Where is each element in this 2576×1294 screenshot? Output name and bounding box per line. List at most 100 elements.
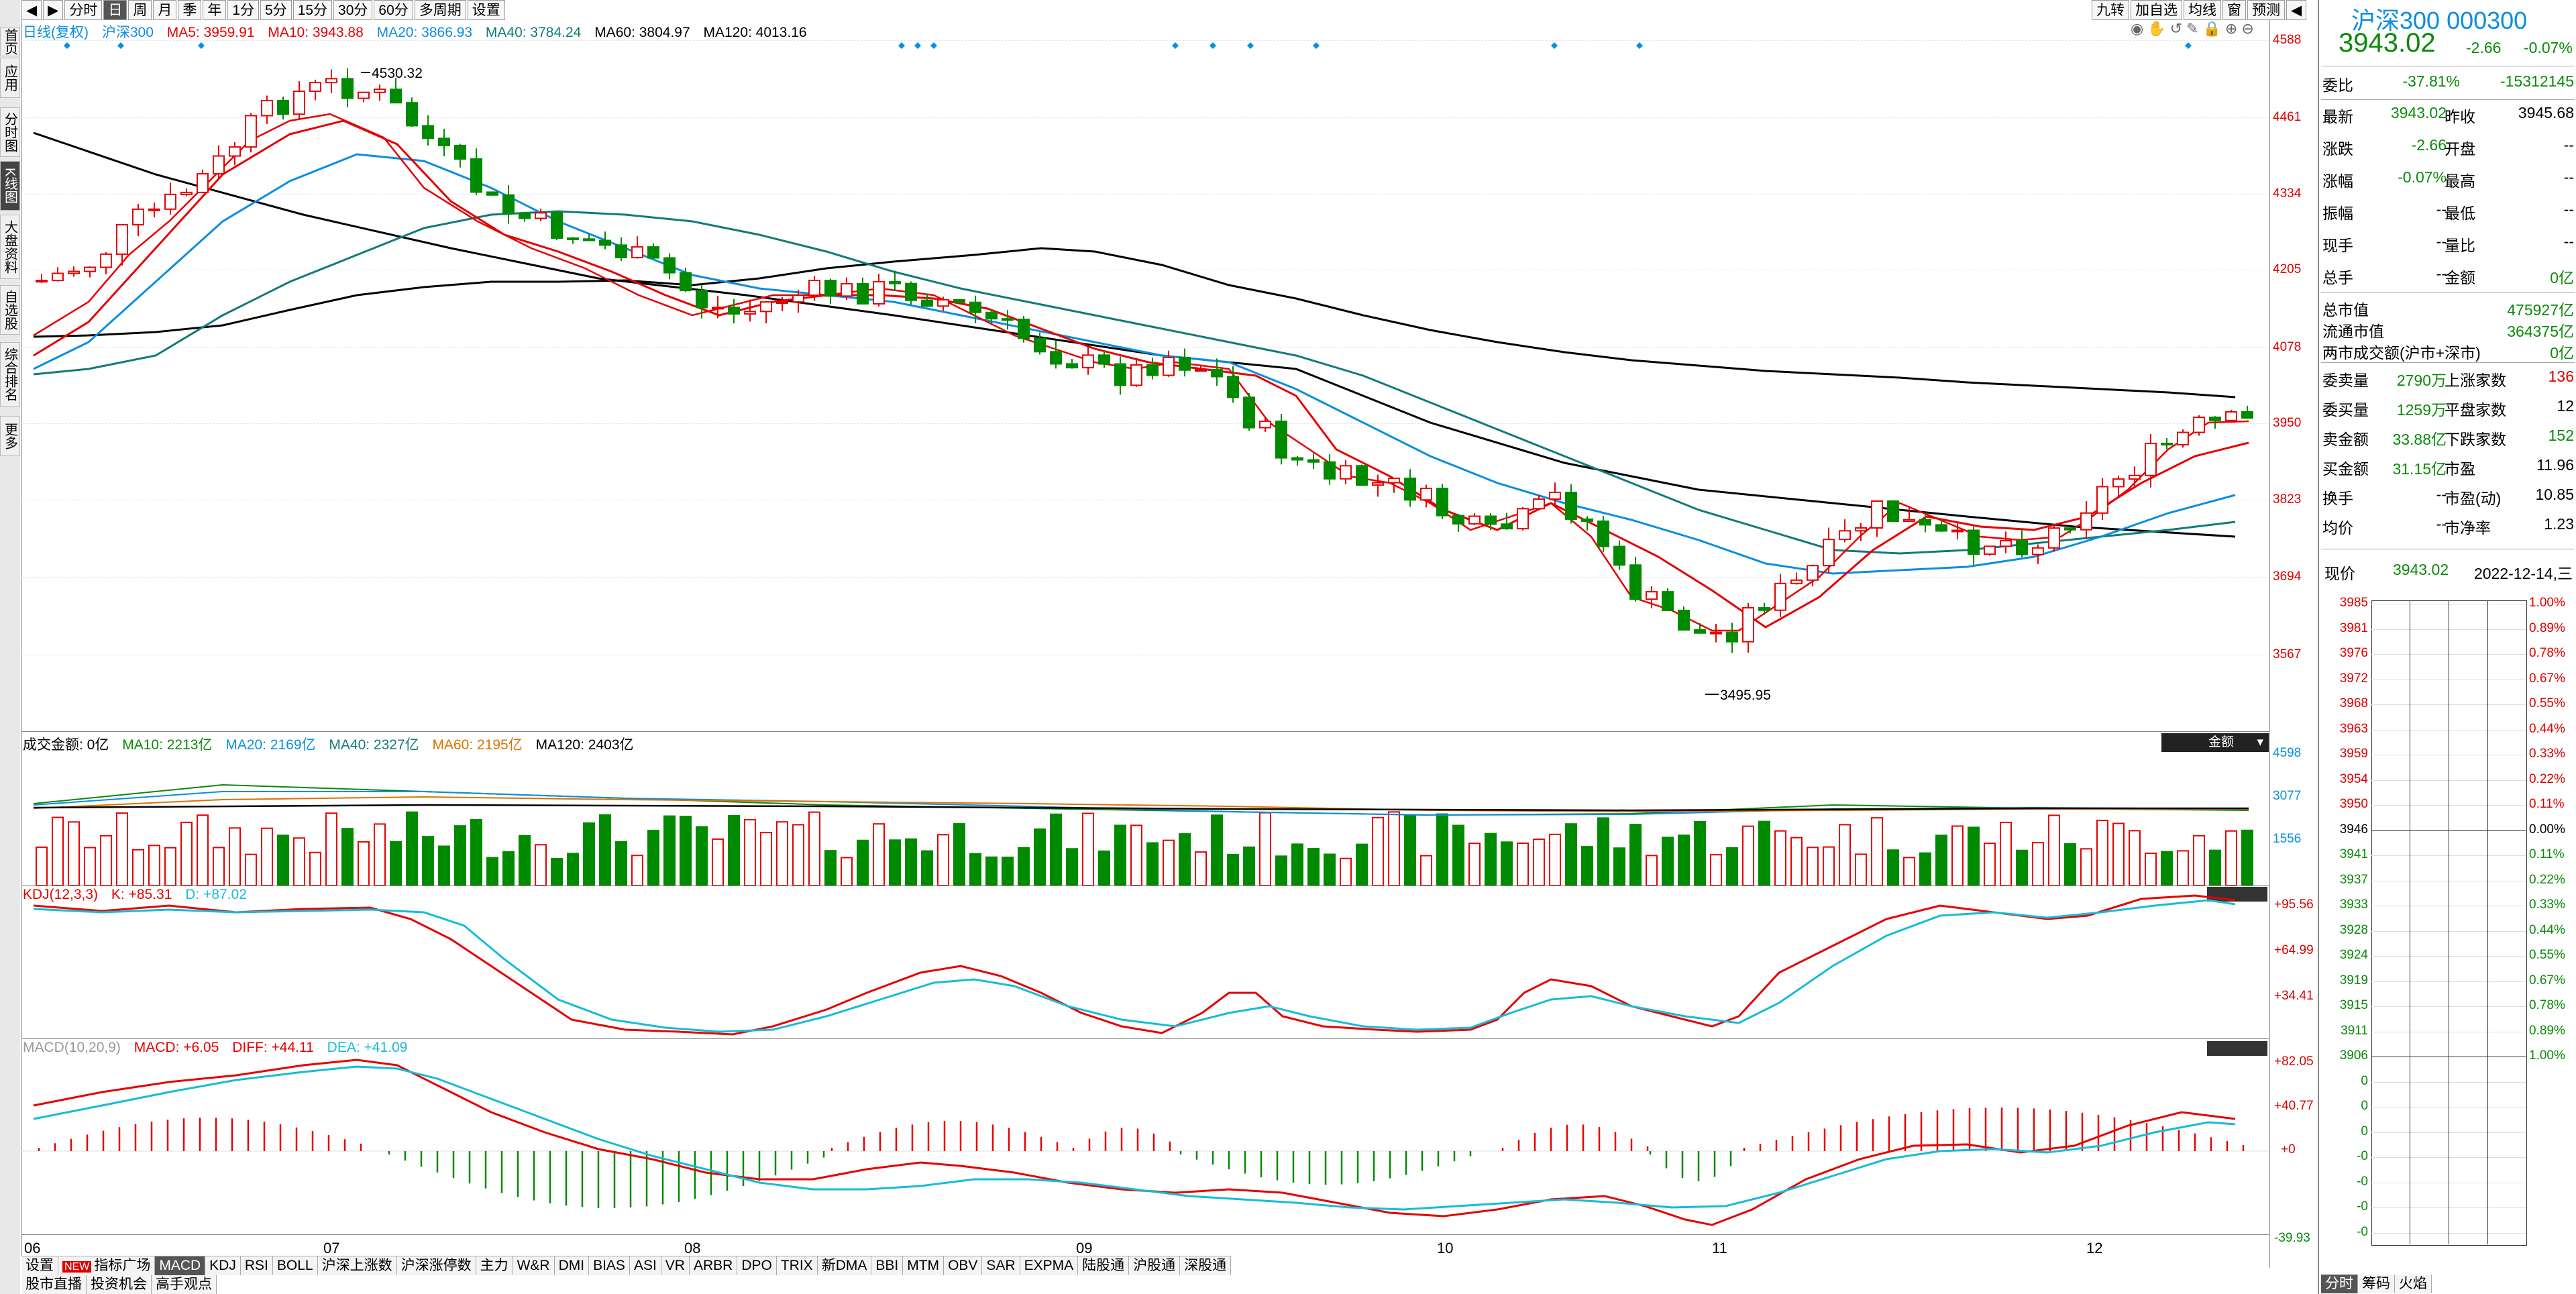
indicator-shengutong[interactable]: 深股通 (1180, 1256, 1232, 1275)
indicator-lugutong[interactable]: 陆股通 (1078, 1256, 1130, 1275)
indicator-main-force[interactable]: 主力 (476, 1256, 513, 1275)
candle[interactable] (551, 212, 563, 239)
candle[interactable] (631, 246, 643, 259)
candle[interactable] (2048, 527, 2060, 549)
candle[interactable] (712, 307, 724, 310)
candle[interactable] (1340, 465, 1352, 480)
event-markers[interactable] (64, 42, 2192, 49)
candle[interactable] (293, 91, 305, 115)
candle[interactable] (116, 224, 128, 255)
lock-icon[interactable]: 🔒 (2202, 20, 2225, 37)
candle[interactable] (1597, 520, 1609, 547)
candle[interactable] (341, 78, 354, 99)
candle[interactable] (1211, 369, 1223, 378)
period-day[interactable]: 日 (103, 0, 127, 20)
candle[interactable] (100, 253, 112, 268)
candle[interactable] (583, 238, 595, 241)
mini-chart-grid[interactable] (2371, 600, 2527, 1246)
candle[interactable] (2241, 411, 2253, 419)
candle[interactable] (1436, 488, 1448, 517)
candle[interactable] (261, 99, 273, 117)
candle[interactable] (2112, 478, 2125, 488)
candle[interactable] (1935, 524, 1947, 532)
candle[interactable] (969, 301, 981, 313)
candle[interactable] (1871, 500, 1883, 529)
opportunity-link[interactable]: 投资机会 (87, 1275, 152, 1294)
candle[interactable] (857, 283, 869, 305)
candle[interactable] (1758, 607, 1770, 611)
candle[interactable] (1452, 515, 1464, 525)
candle[interactable] (1678, 609, 1690, 631)
tab-intraday-mini[interactable]: 分时 (2321, 1275, 2358, 1293)
indicator-expma[interactable]: EXPMA (1020, 1256, 1079, 1275)
candle[interactable] (245, 115, 257, 148)
candle[interactable] (1565, 491, 1577, 520)
indicator-rise-count[interactable]: 沪深上涨数 (317, 1256, 397, 1275)
indicator-limit-up[interactable]: 沪深涨停数 (396, 1256, 476, 1275)
forecast-button[interactable]: 预测 (2247, 0, 2285, 20)
candle[interactable] (1629, 564, 1642, 600)
candle[interactable] (663, 257, 676, 274)
candle[interactable] (358, 91, 370, 99)
tab-watchlist[interactable]: 自选股 (0, 285, 20, 335)
candle[interactable] (792, 294, 804, 303)
candle[interactable] (2129, 474, 2141, 480)
period-week[interactable]: 周 (128, 0, 152, 20)
candle[interactable] (422, 125, 434, 140)
volume-dropdown[interactable]: 金额 ▾ (2161, 733, 2269, 752)
candle[interactable] (953, 299, 965, 303)
period-5min[interactable]: 5分 (260, 0, 292, 20)
candle[interactable] (277, 99, 289, 115)
candle[interactable] (1517, 508, 1529, 530)
candle[interactable] (1839, 530, 1851, 541)
candle[interactable] (1774, 582, 1786, 611)
indicator-bias[interactable]: BIAS (589, 1256, 630, 1275)
period-multi[interactable]: 多周期 (414, 0, 466, 20)
indicator-hugutong[interactable]: 沪股通 (1129, 1256, 1181, 1275)
candle[interactable] (164, 193, 176, 210)
candle[interactable] (2032, 547, 2044, 555)
candle[interactable] (1742, 607, 1754, 643)
candle[interactable] (132, 208, 144, 226)
candle[interactable] (1082, 354, 1094, 369)
collapse-arrow-icon[interactable]: ◀ (2286, 0, 2307, 20)
candle[interactable] (2161, 443, 2173, 446)
candle[interactable] (599, 239, 611, 246)
candle[interactable] (2080, 512, 2092, 531)
candle[interactable] (1968, 529, 1980, 555)
candle[interactable] (2096, 486, 2108, 514)
candle[interactable] (1356, 465, 1368, 486)
candle[interactable] (680, 272, 692, 292)
period-intraday[interactable]: 分时 (64, 0, 103, 20)
candle[interactable] (1887, 500, 1899, 523)
candle[interactable] (535, 212, 547, 219)
candle[interactable] (808, 280, 820, 296)
candle[interactable] (1903, 519, 1915, 523)
candle[interactable] (1259, 421, 1271, 429)
candle[interactable] (1324, 461, 1336, 480)
candle[interactable] (841, 283, 853, 297)
candle[interactable] (1726, 631, 1738, 643)
candle[interactable] (1984, 545, 1996, 555)
candle[interactable] (2225, 411, 2237, 421)
candle[interactable] (1823, 539, 1835, 567)
candle[interactable] (1002, 318, 1014, 321)
candle[interactable] (728, 307, 740, 315)
candle[interactable] (180, 191, 193, 195)
candle[interactable] (1855, 527, 1867, 532)
candle[interactable] (2209, 417, 2221, 421)
tab-kline[interactable]: K线图 (0, 161, 20, 211)
candle[interactable] (1146, 364, 1159, 376)
candle[interactable] (1807, 565, 1819, 581)
candle[interactable] (776, 301, 788, 305)
candle[interactable] (1951, 529, 1964, 533)
period-15min[interactable]: 15分 (292, 0, 333, 20)
indicator-macd[interactable]: MACD (155, 1256, 206, 1275)
draw-icon[interactable]: ✎ (2186, 20, 2203, 37)
candle[interactable] (567, 237, 579, 240)
candle[interactable] (1098, 354, 1110, 365)
period-30min[interactable]: 30分 (333, 0, 373, 20)
candle[interactable] (1195, 369, 1207, 372)
candle[interactable] (1227, 376, 1239, 398)
candle[interactable] (1420, 488, 1432, 501)
